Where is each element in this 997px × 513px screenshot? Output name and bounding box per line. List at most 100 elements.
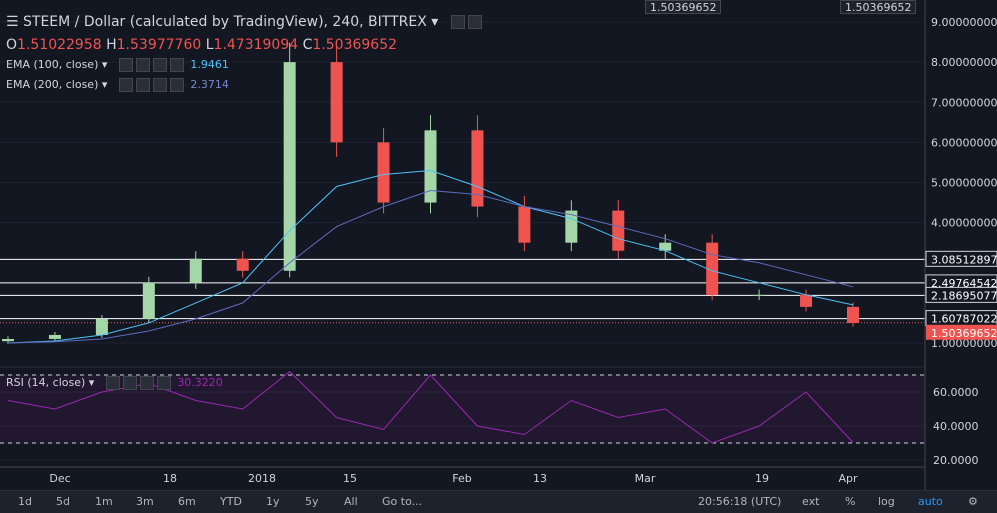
settings-icon[interactable] (135, 78, 150, 92)
price-tick-3: 6.00000000 (931, 136, 997, 149)
settings-icon[interactable] (135, 58, 150, 72)
close-icon[interactable] (169, 78, 184, 92)
rsi-value: 30.3220 (177, 376, 223, 389)
open-value: 1.51022958 (17, 37, 102, 53)
time-label-4: Feb (452, 472, 471, 485)
crosshair-price-box-right: 1.50369652 (840, 0, 917, 14)
ema-lines (7, 169, 854, 344)
rsi-panel (0, 370, 925, 444)
chevron-down-icon[interactable]: ▾ (85, 376, 95, 389)
add-icon[interactable] (139, 376, 154, 390)
eye-icon[interactable] (118, 78, 133, 92)
range-1y[interactable]: 1y (266, 495, 280, 508)
price-tick-2: 7.00000000 (931, 96, 997, 109)
time-label-3: 15 (343, 472, 357, 485)
time-label-5: 13 (533, 472, 547, 485)
chevron-down-icon[interactable]: ▾ (98, 58, 108, 71)
chevron-down-icon[interactable]: ▾ (426, 14, 439, 30)
more-icon[interactable] (467, 15, 482, 29)
close-value: 1.50369652 (312, 37, 398, 53)
candle-body-11 (518, 206, 531, 243)
level-label-0: 3.08512897 (931, 253, 997, 266)
menu-icon[interactable]: ☰ (6, 14, 24, 30)
crosshair-price-box-left: 1.50369652 (645, 0, 722, 14)
range-6m[interactable]: 6m (178, 495, 196, 508)
close-icon[interactable] (169, 58, 184, 72)
candle-body-15 (706, 242, 719, 295)
price-tick-5: 4.00000000 (931, 217, 997, 230)
settings-icon[interactable] (122, 376, 137, 390)
legend-buttons[interactable] (450, 14, 485, 30)
low-label: L (205, 37, 214, 53)
candle-body-14 (659, 242, 672, 251)
current-price-box (926, 324, 997, 340)
grid (0, 21, 925, 461)
open-label: O (6, 37, 18, 53)
settings-icon[interactable] (450, 15, 465, 29)
level-label-box-2 (925, 286, 997, 303)
goto-button[interactable]: Go to... (382, 495, 423, 508)
time-label-0: Dec (49, 472, 70, 485)
range-5d[interactable]: 5d (56, 495, 70, 508)
candle-body-12 (565, 210, 578, 243)
level-label-3: 1.60787022 (931, 313, 997, 326)
high-label: H (106, 37, 117, 53)
eye-icon[interactable] (118, 58, 133, 72)
candle-body-13 (612, 210, 625, 251)
price-tick-1: 8.00000000 (931, 56, 997, 69)
add-icon[interactable] (152, 78, 167, 92)
current-price-label: 1.50369652 (931, 327, 997, 340)
candle-body-4 (189, 258, 202, 283)
ema200-label: EMA (200, close) (6, 78, 99, 91)
symbol-legend[interactable]: ☰ STEEM / Dollar (calculated by TradingV… (6, 14, 485, 30)
gear-icon[interactable]: ⚙ (968, 495, 978, 508)
candle-body-7 (330, 62, 343, 143)
candle-body-9 (424, 130, 437, 203)
candle-body-18 (847, 306, 859, 323)
add-icon[interactable] (152, 58, 167, 72)
ema100-legend[interactable]: EMA (100, close) ▾ 1.9461 (6, 58, 229, 72)
ohlc-values: O1.51022958 H1.53977760 L1.47319094 C1.5… (6, 37, 397, 53)
range-3m[interactable]: 3m (136, 495, 154, 508)
level-label-1: 2.49764542 (931, 277, 997, 290)
range-5y[interactable]: 5y (305, 495, 319, 508)
ext-toggle[interactable]: ext (802, 495, 820, 508)
range-1d[interactable]: 1d (18, 495, 32, 508)
ema100-buttons[interactable] (118, 58, 187, 72)
time-label-7: 19 (755, 472, 769, 485)
close-icon[interactable] (156, 376, 171, 390)
time-label-6: Mar (635, 472, 656, 485)
candle-body-17 (800, 294, 813, 307)
rsi-legend[interactable]: RSI (14, close) ▾ 30.3220 (6, 376, 223, 390)
chevron-down-icon[interactable]: ▾ (98, 78, 108, 91)
ema200-line (7, 189, 854, 344)
range-1m[interactable]: 1m (95, 495, 113, 508)
percent-toggle[interactable]: % (845, 495, 856, 508)
ema100-label: EMA (100, close) (6, 58, 99, 71)
time-label-2: 2018 (248, 472, 276, 485)
candle-body-8 (377, 142, 390, 203)
rsi-tick-1: 40.0000 (933, 420, 979, 433)
range-ytd[interactable]: YTD (220, 495, 242, 508)
ema200-buttons[interactable] (118, 78, 187, 92)
rsi-buttons[interactable] (105, 376, 174, 390)
ema200-legend[interactable]: EMA (200, close) ▾ 2.3714 (6, 78, 229, 92)
range-all[interactable]: All (344, 495, 358, 508)
candle-body-6 (283, 62, 296, 271)
auto-toggle[interactable]: auto (918, 495, 943, 508)
symbol-title: STEEM / Dollar (calculated by TradingVie… (23, 14, 427, 30)
log-toggle[interactable]: log (878, 495, 895, 508)
ema200-value: 2.3714 (190, 78, 229, 91)
bottom-toolbar: 1d 5d 1m 3m 6m YTD 1y 5y All Go to... 20… (0, 490, 997, 513)
close-label: C (302, 37, 313, 53)
eye-icon[interactable] (105, 376, 120, 390)
time-label-8: Apr (838, 472, 858, 485)
candle-body-16 (753, 294, 766, 296)
rsi-label: RSI (14, close) (6, 376, 86, 389)
ema100-value: 1.9461 (190, 58, 229, 71)
price-tick-4: 5.00000000 (931, 177, 997, 190)
candle-body-1 (48, 334, 61, 339)
price-tick-0: 9.00000000 (931, 16, 997, 29)
candles (2, 42, 859, 344)
